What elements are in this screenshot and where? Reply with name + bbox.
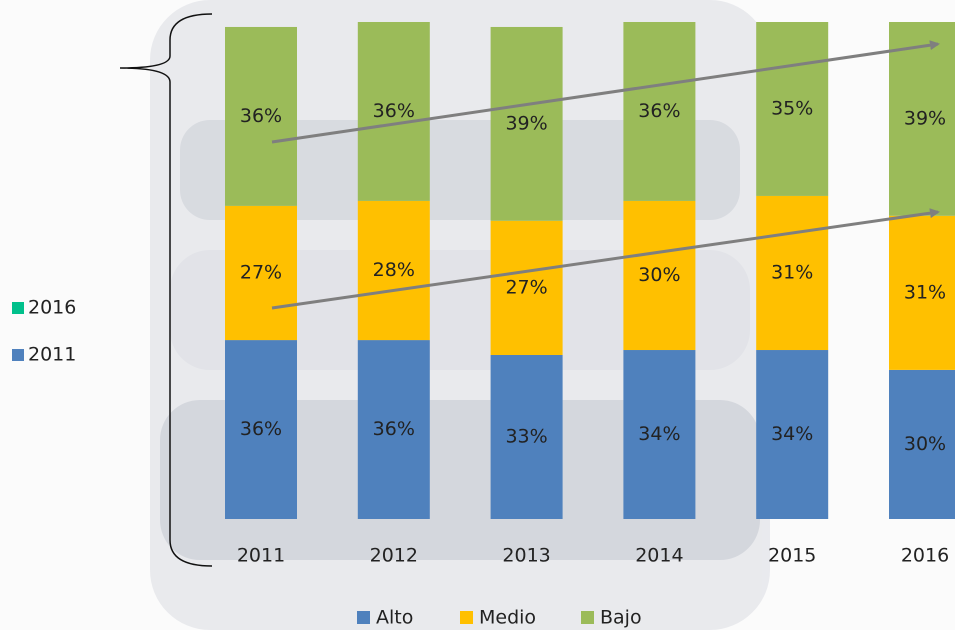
data-label: 36% bbox=[373, 100, 415, 122]
trend-arrow bbox=[271, 208, 940, 310]
data-label: 31% bbox=[771, 261, 813, 283]
bar-segment bbox=[490, 220, 563, 355]
data-label: 31% bbox=[904, 281, 946, 303]
x-tick-label: 2012 bbox=[370, 545, 418, 567]
background-photo bbox=[150, 0, 770, 630]
data-label: 35% bbox=[771, 97, 813, 119]
brace bbox=[119, 13, 213, 567]
legend-label: Alto bbox=[376, 607, 413, 629]
bar-segment bbox=[623, 350, 696, 519]
data-label: 30% bbox=[904, 433, 946, 455]
side-legend-label: 2016 bbox=[28, 297, 76, 319]
side-legend-label: 2011 bbox=[28, 344, 76, 366]
data-label: 36% bbox=[240, 105, 282, 127]
data-label: 36% bbox=[638, 100, 680, 122]
bar-segment bbox=[357, 22, 430, 201]
legend-label: Bajo bbox=[600, 607, 642, 629]
bar-segment bbox=[225, 26, 297, 206]
x-tick-label: 2014 bbox=[635, 545, 683, 567]
bar-segment bbox=[357, 200, 430, 341]
data-label: 28% bbox=[373, 259, 415, 281]
x-tick-label: 2011 bbox=[237, 545, 285, 567]
bar-segment bbox=[756, 350, 829, 519]
bar-segment bbox=[490, 26, 563, 221]
data-label: 30% bbox=[638, 264, 680, 286]
side-legend-swatch bbox=[12, 349, 24, 361]
x-tick-label: 2015 bbox=[768, 545, 816, 567]
data-label: 39% bbox=[505, 112, 547, 134]
bar-segment bbox=[225, 340, 297, 519]
bar-segment bbox=[357, 340, 430, 519]
legend-swatch bbox=[581, 611, 594, 624]
bar-segment bbox=[623, 22, 696, 201]
bar-segment bbox=[225, 205, 297, 341]
side-legend-swatch bbox=[12, 302, 24, 314]
data-label: 34% bbox=[638, 423, 680, 445]
bar-segment bbox=[756, 22, 829, 196]
data-label: 39% bbox=[904, 107, 946, 129]
bar-segment bbox=[889, 215, 955, 370]
bar-segment bbox=[756, 195, 829, 351]
legend-swatch bbox=[357, 611, 370, 624]
bar-segment bbox=[490, 354, 563, 519]
data-label: 36% bbox=[373, 418, 415, 440]
data-label: 27% bbox=[505, 276, 547, 298]
x-tick-label: 2013 bbox=[502, 545, 550, 567]
trend-arrow bbox=[271, 40, 940, 144]
bar-segment bbox=[889, 22, 955, 216]
legend-label: Medio bbox=[479, 607, 536, 629]
data-label: 34% bbox=[771, 423, 813, 445]
bar-segment bbox=[623, 200, 696, 351]
data-label: 36% bbox=[240, 418, 282, 440]
bar-segment bbox=[889, 369, 955, 519]
legend-swatch bbox=[460, 611, 473, 624]
x-tick-label: 2016 bbox=[901, 545, 949, 567]
data-label: 33% bbox=[505, 425, 547, 447]
data-label: 27% bbox=[240, 261, 282, 283]
